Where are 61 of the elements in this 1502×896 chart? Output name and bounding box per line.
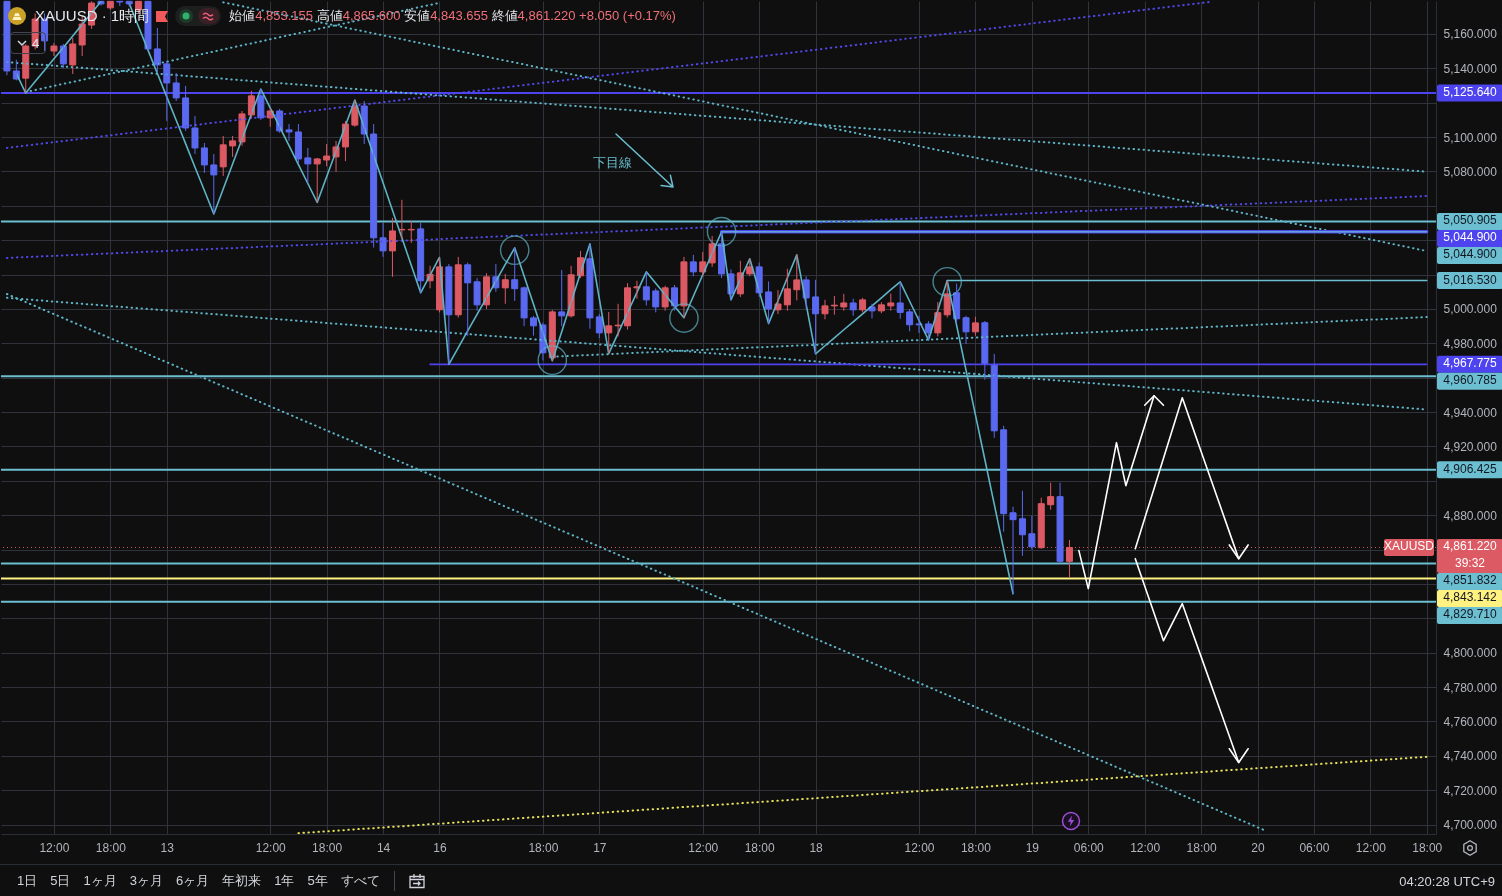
x-tick-label: 18:00 [95,840,127,855]
y-tick-label: 5,140.000 [1443,61,1498,76]
series-label: 5,044.900 [1443,247,1498,262]
x-tick-label: 18:00 [528,840,559,855]
text: すべて [340,872,380,890]
x-tick-label: 18:00 [960,840,992,855]
x-tick-label: 19 [1025,840,1040,855]
x-tick-label: 18:00 [1186,840,1217,855]
series-label: 5,044.900 [1443,230,1498,245]
annotation: XAUUSD [1383,539,1435,554]
text: 5年 [307,872,328,890]
x-tick-label: 12:00 [39,840,70,855]
x-tick-label: 18:00 [312,840,343,855]
x-tick-label: 18:00 [1412,840,1443,855]
annotation: 下目線 [592,155,632,170]
ref-line-label: 4,861.220 39:32 [1443,539,1498,571]
x-tick-label: 16 [433,840,447,855]
text: 1日 [17,872,38,890]
text: 5日 [50,872,71,890]
y-tick-label: 4,800.000 [1443,646,1498,661]
y-tick-label: 4,740.000 [1443,749,1498,764]
x-tick-label: 06:00 [1299,840,1330,855]
series-label: 4,967.775 [1443,356,1498,371]
x-tick-label: 14 [376,840,391,855]
x-tick-label: 06:00 [1073,840,1105,855]
ref-line-label: 4,843.142 [1443,590,1498,605]
y-tick-label: 5,080.000 [1443,164,1498,179]
text: 1ヶ月 [83,872,117,890]
y-tick-label: 4,920.000 [1443,439,1498,454]
ref-line-label: 4,829.710 [1443,607,1498,622]
ref-line-label: 5,050.905 [1443,213,1498,228]
x-tick-label: 12:00 [688,840,719,855]
text: 04:20:28 UTC+9 [1399,874,1495,889]
y-tick-label: 4,780.000 [1443,680,1498,695]
x-tick-label: 12:00 [1355,840,1387,855]
x-tick-label: 20 [1251,840,1266,855]
y-tick-label: 4,760.000 [1443,714,1498,729]
y-tick-label: 5,100.000 [1443,130,1498,145]
series-label: 5,016.530 [1443,272,1498,287]
text: 年初来 [222,872,262,890]
x-tick-label: 17 [593,840,607,855]
y-tick-label: 4,980.000 [1443,336,1498,351]
y-tick-label: 5,000.000 [1443,302,1498,317]
x-tick-label: 18:00 [744,840,776,855]
ref-line-label: 5,125.640 [1443,85,1498,100]
text: 3ヶ月 [129,872,163,890]
y-tick-label: 5,160.000 [1443,27,1498,42]
x-tick-label: 12:00 [255,840,287,855]
ref-line-label: 4,851.832 [1443,573,1498,588]
y-tick-label: 4,880.000 [1443,508,1498,523]
y-tick-label: 4,700.000 [1443,818,1498,833]
x-tick-label: 13 [160,840,175,855]
x-tick-label: 12:00 [1130,840,1161,855]
ref-line-label: 4,960.785 [1443,373,1498,388]
y-tick-label: 4,940.000 [1443,405,1498,420]
x-tick-label: 12:00 [904,840,935,855]
text: 1年 [274,872,295,890]
y-tick-label: 4,720.000 [1443,783,1498,798]
x-tick-label: 18 [809,840,824,855]
ref-line-label: 4,906.425 [1443,461,1498,476]
text: 6ヶ月 [175,872,210,890]
